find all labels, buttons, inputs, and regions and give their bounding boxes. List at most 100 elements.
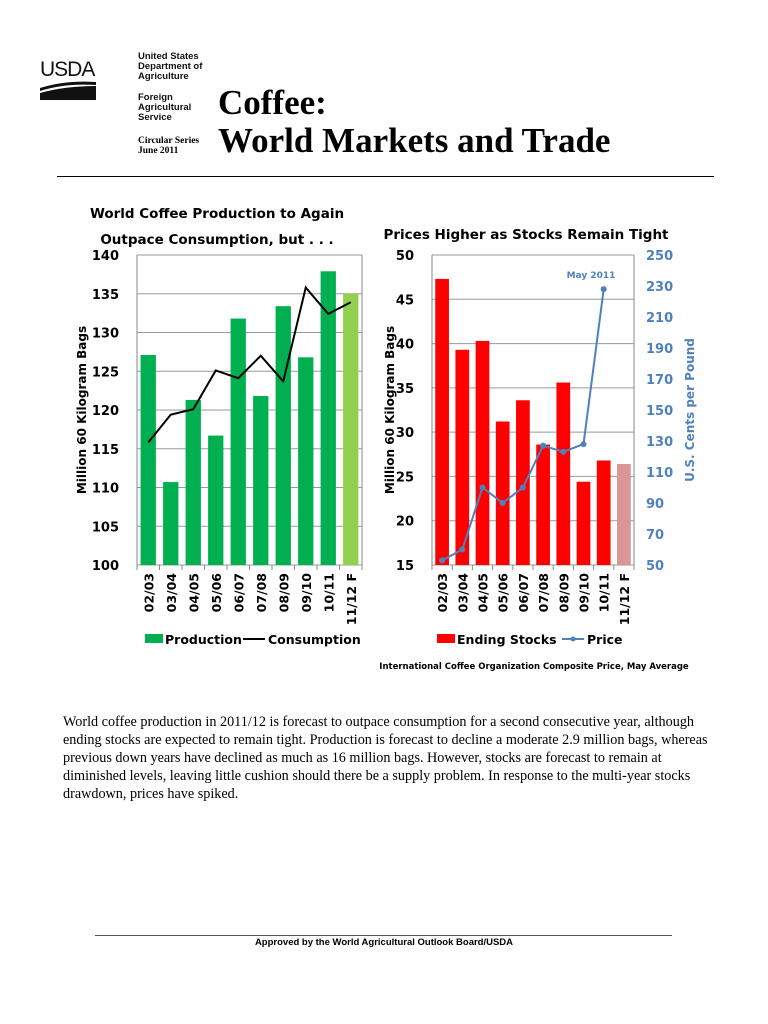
- price-point: [580, 441, 587, 448]
- y2-tick-label: 210: [646, 311, 673, 326]
- y-tick-label: 25: [396, 470, 414, 485]
- y-axis-title: Million 60 Kilogram Bags: [383, 326, 397, 494]
- service-line: Agricultural: [138, 102, 192, 113]
- y2-tick-label: 250: [646, 249, 673, 264]
- y2-tick-label: 230: [646, 280, 673, 295]
- y-tick-label: 140: [92, 249, 119, 264]
- agency-name: United States Department of Agriculture …: [138, 52, 202, 123]
- agency-line: Department of: [138, 61, 203, 72]
- y-tick-label: 135: [92, 288, 119, 303]
- x-tick-label: 03/04: [164, 573, 179, 613]
- footer-divider: [95, 935, 672, 936]
- y2-tick-label: 190: [646, 342, 673, 357]
- bar-07/08: [536, 444, 550, 565]
- circular-series: Circular Series: [138, 136, 200, 146]
- x-tick-label: 08/09: [556, 573, 571, 612]
- legend-label: Price: [587, 632, 623, 647]
- agency-line: Agriculture: [138, 71, 189, 82]
- line-consumption: [147, 285, 352, 444]
- x-tick-label: 04/05: [476, 573, 491, 612]
- y2-axis-title: U.S. Cents per Pound: [683, 338, 697, 482]
- price-point: [519, 484, 526, 491]
- bar-10/11: [596, 460, 611, 565]
- bar-09/10: [576, 481, 591, 565]
- x-tick-label: 11/12 F: [344, 573, 359, 625]
- price-point: [479, 484, 486, 491]
- y2-tick-label: 110: [646, 466, 673, 481]
- page-title: Coffee: World Markets and Trade: [218, 84, 610, 160]
- usda-logo-swoosh: [40, 81, 96, 100]
- price-point: [540, 442, 547, 449]
- legend-label: Ending Stocks: [457, 632, 557, 647]
- chart-note: International Coffee Organization Compos…: [379, 662, 689, 672]
- y-tick-label: 15: [396, 559, 414, 574]
- price-point: [459, 546, 466, 553]
- bar-09/10: [298, 357, 314, 565]
- bar-05/06: [495, 421, 510, 565]
- x-tick-label: 10/11: [597, 573, 612, 612]
- y-tick-label: 125: [92, 365, 119, 380]
- bar-06/07: [516, 400, 530, 565]
- y-tick-label: 30: [396, 426, 414, 441]
- bar-04/05: [475, 340, 490, 565]
- x-tick-label: 07/08: [254, 573, 269, 612]
- y2-tick-label: 70: [646, 528, 664, 543]
- x-tick-label: 02/03: [435, 573, 450, 612]
- bar-08/09: [556, 382, 571, 565]
- y2-tick-label: 150: [646, 404, 673, 419]
- chart-title-line: Outpace Consumption, but . . .: [100, 232, 333, 248]
- x-tick-label: 03/04: [455, 573, 470, 613]
- bar-07/08: [253, 396, 269, 565]
- bar-08/09: [275, 306, 291, 565]
- legend-label: Production: [165, 632, 242, 647]
- y-tick-label: 35: [396, 382, 414, 397]
- y-tick-label: 20: [396, 515, 414, 530]
- service-line: Service: [138, 112, 172, 123]
- bar-03/04: [455, 349, 470, 565]
- usda-logo: USDA: [40, 58, 96, 100]
- bar-05/06: [208, 435, 224, 565]
- footer-text: Approved by the World Agricultural Outlo…: [254, 937, 514, 948]
- agency-line: United States: [138, 51, 199, 62]
- x-tick-label: 05/06: [209, 573, 224, 613]
- price-point: [439, 557, 446, 564]
- y2-tick-label: 50: [646, 559, 664, 574]
- charts: World Coffee Production to Again Outpace …: [75, 206, 697, 672]
- y-axis-title: Million 60 Kilogram Bags: [75, 326, 89, 494]
- x-tick-label: 06/07: [516, 573, 531, 612]
- y-tick-label: 110: [92, 482, 119, 497]
- legend-marker: [570, 636, 576, 642]
- legend-swatch-production: [145, 634, 163, 643]
- header-divider: [57, 176, 714, 177]
- title-line: World Markets and Trade: [218, 121, 611, 160]
- circular-info: Circular Series June 2011: [138, 136, 199, 156]
- bar-03/04: [163, 482, 179, 565]
- x-tick-label: 10/11: [321, 573, 336, 612]
- y-tick-label: 40: [396, 338, 414, 353]
- x-tick-label: 08/09: [276, 573, 291, 612]
- legend-label: Consumption: [268, 632, 361, 647]
- chart-title: Prices Higher as Stocks Remain Tight: [383, 227, 669, 243]
- y2-tick-label: 90: [646, 497, 664, 512]
- legend-swatch-ending-stocks: [437, 634, 455, 643]
- x-tick-label: 11/12 F: [617, 573, 632, 625]
- y-tick-label: 130: [92, 327, 119, 342]
- usda-logo-text: USDA: [40, 58, 95, 81]
- y-tick-label: 100: [92, 559, 119, 574]
- body-paragraph: World coffee production in 2011/12 is fo…: [63, 714, 708, 802]
- x-tick-label: 06/07: [231, 573, 246, 612]
- y-tick-label: 120: [92, 404, 119, 419]
- x-tick-label: 07/08: [536, 573, 551, 612]
- y-tick-label: 50: [396, 249, 414, 264]
- bar-06/07: [230, 318, 246, 565]
- y-tick-label: 105: [92, 520, 119, 535]
- bar-10/11: [320, 271, 336, 565]
- bar-02/03: [140, 354, 156, 565]
- price-point: [560, 448, 567, 455]
- title-line: Coffee:: [218, 83, 327, 122]
- chart-title-line: World Coffee Production to Again: [90, 206, 344, 222]
- x-tick-label: 05/06: [496, 573, 511, 613]
- price-point: [600, 286, 607, 293]
- price-annotation: May 2011: [567, 271, 616, 281]
- y2-tick-label: 170: [646, 373, 673, 388]
